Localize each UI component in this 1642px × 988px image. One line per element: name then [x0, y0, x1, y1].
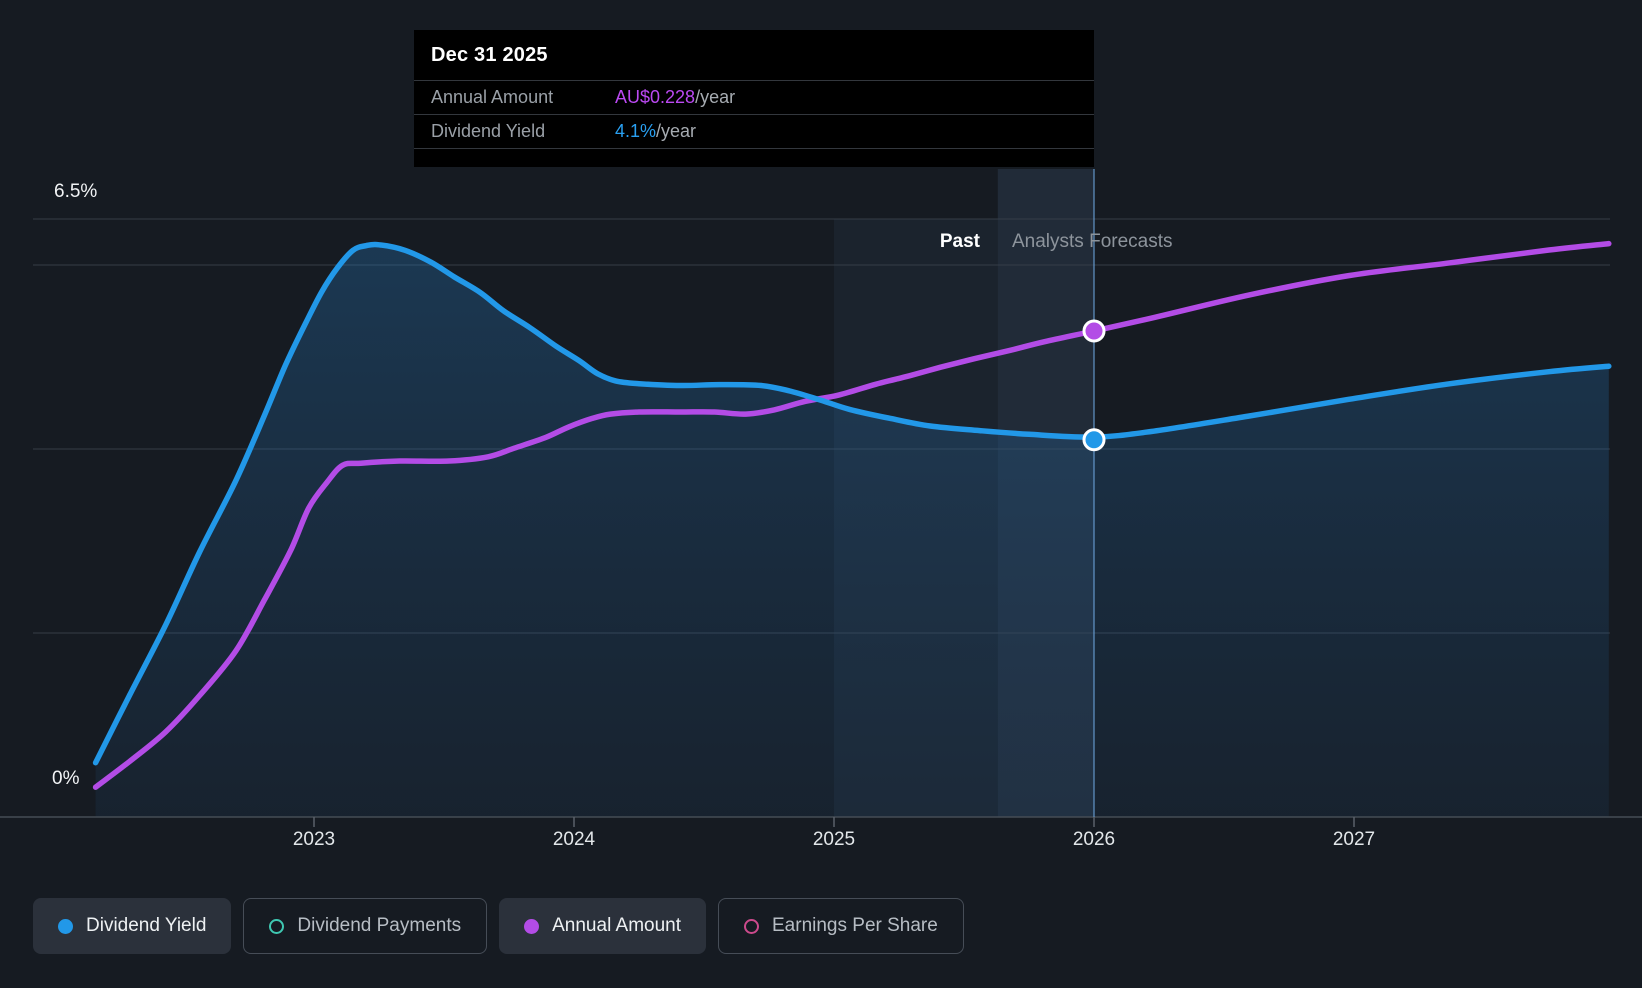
dividend-yield-dot-icon [58, 918, 73, 934]
tooltip-annual-amount-suffix: /year [695, 87, 736, 107]
tooltip-dividend-yield-suffix: /year [656, 121, 697, 141]
dividend-yield-area [95, 244, 1609, 818]
legend-toggle-dividend-payments[interactable]: Dividend Payments [243, 898, 488, 954]
dividend-payments-ring-icon [269, 918, 285, 934]
tooltip-dividend-yield-value: 4.1% [615, 121, 657, 141]
legend-toggle-dividend-yield[interactable]: Dividend Yield [33, 898, 232, 954]
tooltip-dividend-yield-row: Dividend Yield 4.1% /year [414, 115, 1094, 149]
x-axis-label-2025: 2025 [812, 829, 856, 850]
series-area-fills [95, 244, 1609, 818]
legend-toggle-annual-amount[interactable]: Annual Amount [499, 898, 706, 954]
legend-label: Earnings Per Share [772, 915, 938, 936]
x-axis-label-2024: 2024 [552, 829, 596, 850]
past-region-label: Past [939, 231, 980, 252]
x-axis [0, 816, 1642, 827]
legend-label: Dividend Yield [86, 915, 207, 936]
legend: Dividend Yield Dividend Payments Annual Am… [33, 898, 964, 954]
y-axis-min-label: 0% [52, 768, 80, 789]
tooltip-annual-amount-value: AU$0.228 [615, 87, 696, 107]
tooltip-annual-amount-row: Annual Amount AU$0.228 /year [414, 81, 1094, 115]
legend-label: Dividend Payments [297, 915, 462, 936]
dividend-yield-marker[interactable] [1082, 428, 1106, 452]
tooltip-date: Dec 31 2025 [414, 30, 1094, 81]
earnings-per-share-ring-icon [744, 918, 759, 934]
tooltip-dividend-yield-label: Dividend Yield [431, 121, 546, 141]
annual-amount-marker[interactable] [1082, 319, 1106, 343]
tooltip-annual-amount-label: Annual Amount [431, 87, 554, 107]
x-axis-label-2023: 2023 [292, 829, 336, 850]
x-axis-label-2026: 2026 [1072, 829, 1116, 850]
x-axis-label-2027: 2027 [1332, 829, 1376, 850]
tooltip: Dec 31 2025 Annual Amount AU$0.228 /year… [414, 30, 1094, 167]
annual-amount-dot-icon [524, 918, 540, 934]
y-axis-max-label: 6.5% [54, 181, 98, 202]
annual-amount-line [92, 240, 1612, 790]
forecast-region-label: Analysts Forecasts [1012, 231, 1173, 252]
legend-label: Annual Amount [552, 915, 681, 936]
hover-markers[interactable] [1082, 319, 1106, 452]
legend-toggle-earnings-per-share[interactable]: Earnings Per Share [718, 898, 964, 954]
